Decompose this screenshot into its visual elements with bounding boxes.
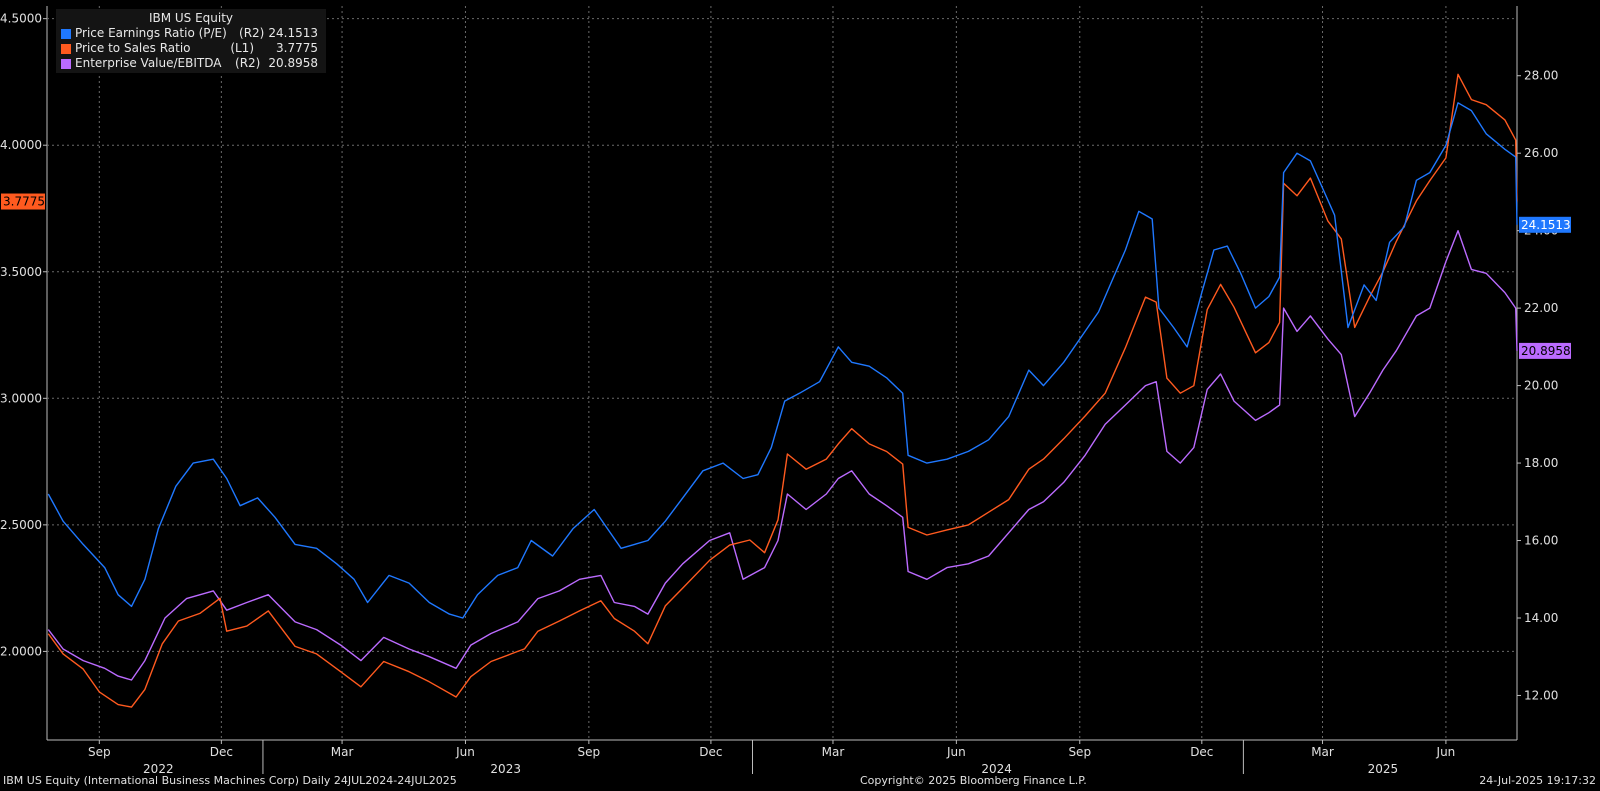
year-label: 2024 bbox=[981, 762, 1012, 776]
x-tick-label: Mar bbox=[1311, 745, 1334, 759]
footer-copyright: Copyright© 2025 Bloomberg Finance L.P. bbox=[860, 774, 1087, 787]
last-value-label-pe: 24.1513 bbox=[1521, 218, 1571, 232]
footer-security-info: IBM US Equity (International Business Ma… bbox=[3, 774, 457, 787]
x-tick-label: Jun bbox=[1436, 745, 1456, 759]
last-value-tag-pe bbox=[1519, 216, 1571, 233]
legend-value-ev: 20.8958 bbox=[268, 56, 318, 70]
right-tick-label: 28.00 bbox=[1524, 69, 1558, 83]
right-tick-label: 22.00 bbox=[1524, 301, 1558, 315]
year-label: 2025 bbox=[1368, 762, 1399, 776]
legend-swatch-ps bbox=[61, 43, 71, 54]
x-tick-label: Sep bbox=[1068, 745, 1091, 759]
footer-timestamp: 24-Jul-2025 19:17:32 bbox=[1479, 774, 1596, 787]
year-label: 2023 bbox=[490, 762, 521, 776]
left-tick-label: 2.0000 bbox=[0, 644, 42, 658]
last-value-label-ps: 3.7775 bbox=[3, 195, 45, 209]
year-label: 2022 bbox=[143, 762, 174, 776]
x-tick-label: Mar bbox=[331, 745, 354, 759]
right-tick-label: 20.00 bbox=[1524, 379, 1558, 393]
right-tick-label: 18.00 bbox=[1524, 456, 1558, 470]
left-tick-label: 4.0000 bbox=[0, 138, 42, 152]
x-tick-label: Dec bbox=[699, 745, 722, 759]
series-line-pe bbox=[47, 102, 1518, 619]
x-tick-label: Sep bbox=[578, 745, 601, 759]
x-tick-label: Dec bbox=[1190, 745, 1213, 759]
legend-item-ps: Price to Sales Ratio (L1) 3.7775 bbox=[56, 41, 326, 56]
chart-legend: IBM US Equity Price Earnings Ratio (P/E)… bbox=[56, 9, 326, 73]
last-value-label-ev: 20.8958 bbox=[1521, 344, 1571, 358]
left-tick-label: 3.0000 bbox=[0, 391, 42, 405]
right-tick-label: 16.00 bbox=[1524, 534, 1558, 548]
chart-title: IBM US Equity bbox=[148, 11, 234, 25]
legend-label-ps: Price to Sales Ratio bbox=[75, 41, 191, 55]
x-tick-label: Sep bbox=[88, 745, 111, 759]
legend-axis-ev: (R2) bbox=[235, 56, 261, 70]
legend-swatch-pe bbox=[61, 28, 71, 39]
legend-item-ev: Enterprise Value/EBITDA (R2) 20.8958 bbox=[56, 56, 326, 71]
last-value-tag-ev bbox=[1519, 342, 1571, 359]
legend-label-pe: Price Earnings Ratio (P/E) bbox=[75, 26, 227, 40]
legend-swatch-ev bbox=[61, 58, 71, 69]
left-tick-label: 2.5000 bbox=[0, 518, 42, 532]
x-tick-label: Mar bbox=[822, 745, 845, 759]
series-line-ps bbox=[47, 73, 1518, 708]
x-tick-label: Jun bbox=[455, 745, 475, 759]
right-tick-label: 14.00 bbox=[1524, 611, 1558, 625]
legend-axis-pe: (R2) bbox=[239, 26, 265, 40]
last-value-tag-ps bbox=[1, 193, 45, 210]
legend-item-pe: Price Earnings Ratio (P/E) (R2) 24.1513 bbox=[56, 26, 326, 41]
left-tick-label: 3.5000 bbox=[0, 265, 42, 279]
legend-axis-ps: (L1) bbox=[230, 41, 254, 55]
legend-label-ev: Enterprise Value/EBITDA bbox=[75, 56, 222, 70]
series-line-ev bbox=[47, 229, 1518, 681]
right-tick-label: 26.00 bbox=[1524, 146, 1558, 160]
legend-value-pe: 24.1513 bbox=[268, 26, 318, 40]
x-tick-label: Dec bbox=[210, 745, 233, 759]
right-tick-label: 12.00 bbox=[1524, 688, 1558, 702]
left-tick-label: 4.5000 bbox=[0, 12, 42, 26]
x-tick-label: Jun bbox=[946, 745, 966, 759]
legend-value-ps: 3.7775 bbox=[276, 41, 318, 55]
